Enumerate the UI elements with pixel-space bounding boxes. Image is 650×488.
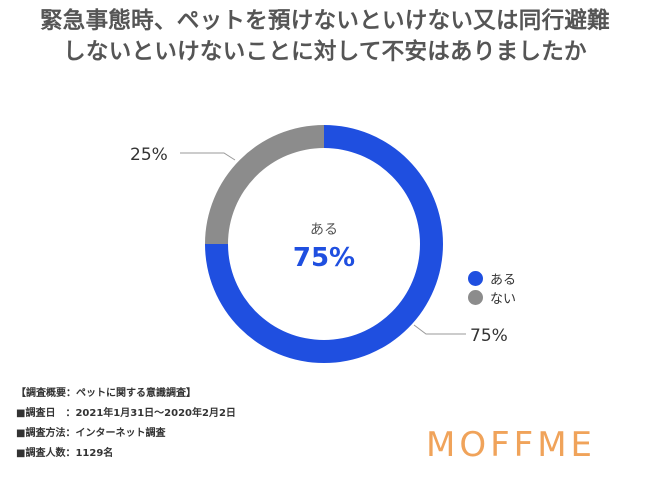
chart-title-line-2: しないといけないことに対して不安はありましたか: [63, 39, 587, 65]
value-label-aru: 75%: [470, 326, 508, 346]
legend-label-aru: ある: [490, 273, 517, 288]
legend-item-nai: ない: [468, 288, 516, 307]
value-label-nai: 25%: [130, 145, 168, 165]
center-value: 75%: [293, 243, 355, 273]
survey-count: ■調査人数：1129名: [16, 448, 114, 459]
legend-swatch-nai: [468, 290, 483, 305]
legend-swatch-aru: [468, 271, 483, 286]
moffme-logo: MOFFME: [426, 425, 597, 465]
survey-heading: 【調査概要：ペットに関する意識調査】: [16, 388, 196, 399]
survey-method: ■調査方法：インターネット調査: [16, 428, 166, 439]
chart-legend: ある ない: [468, 269, 516, 307]
leader-line-aru: [413, 324, 466, 335]
chart-title-line-1: 緊急事態時、ペットを預けないといけない又は同行避難: [39, 8, 610, 34]
chart-title: 緊急事態時、ペットを預けないといけない又は同行避難 しないといけないことに対して…: [0, 6, 650, 68]
survey-date: ■調査日 ：2021年1月31日〜2020年2月2日: [16, 408, 236, 419]
legend-item-aru: ある: [468, 269, 516, 288]
slice-nai: [205, 125, 324, 244]
survey-notes: 【調査概要：ペットに関する意識調査】 ■調査日 ：2021年1月31日〜2020…: [16, 384, 236, 464]
center-label: ある: [310, 222, 338, 238]
legend-label-nai: ない: [490, 292, 517, 307]
leader-line-nai: [180, 152, 236, 161]
